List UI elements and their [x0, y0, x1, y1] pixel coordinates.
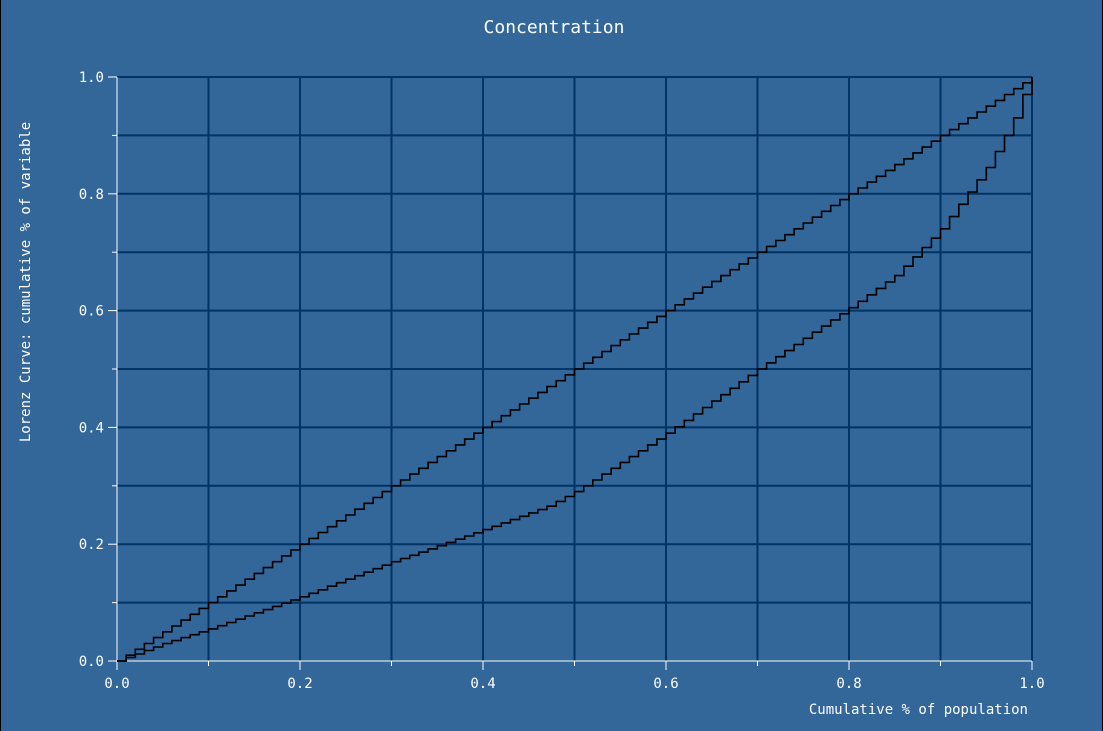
- series-line-1: [117, 77, 1033, 662]
- series-group: [117, 77, 1033, 662]
- x-tick-label: 0.4: [470, 676, 495, 692]
- chart-title: Concentration: [484, 17, 625, 38]
- x-tick-label: 0.2: [287, 676, 312, 692]
- x-axis-label: Cumulative % of population: [809, 702, 1028, 718]
- tick-labels: 0.0 0.2 0.4 0.6 0.8 1.0 0.0 0.2 0.4 0.6 0.8 1.0: [79, 70, 1045, 692]
- x-tick-label: 0.8: [836, 676, 861, 692]
- y-tick-label: 0.0: [79, 654, 104, 670]
- x-tick-label: 0.6: [653, 676, 678, 692]
- x-tick-label: 0.0: [104, 676, 129, 692]
- y-tick-label: 1.0: [79, 70, 104, 86]
- y-tick-label: 0.4: [79, 420, 104, 436]
- y-tick-label: 0.8: [79, 187, 104, 203]
- y-axis-label: Lorenz Curve: cumulative % of variable: [18, 122, 34, 442]
- x-tick-label: 1.0: [1019, 676, 1044, 692]
- series-line-2: [117, 77, 1033, 662]
- axes: [108, 76, 1033, 670]
- y-tick-label: 0.6: [79, 304, 104, 320]
- grid: [117, 76, 1033, 661]
- y-tick-label: 0.2: [79, 537, 104, 553]
